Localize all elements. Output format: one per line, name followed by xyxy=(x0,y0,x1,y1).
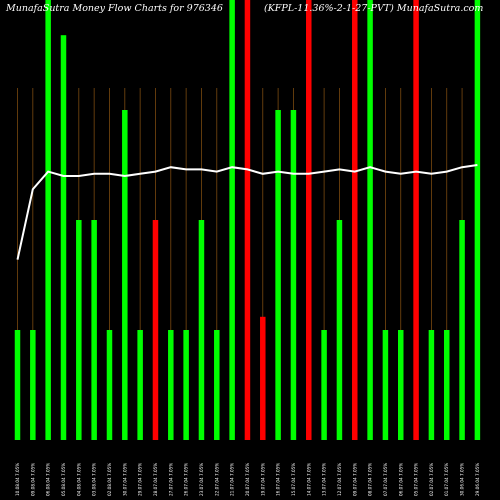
x-tick-label: 15.07.04 7.05% xyxy=(291,463,296,496)
bar xyxy=(382,330,389,440)
x-tick-label: 06.07.04 7.05% xyxy=(398,463,403,496)
x-tick-label: 06.08.04 7.05% xyxy=(46,463,51,496)
bar xyxy=(290,110,297,440)
x-tick-label: 29.07.04 7.05% xyxy=(138,463,143,496)
x-tick-label: 05.07.04 7.05% xyxy=(414,463,419,496)
bar xyxy=(260,316,266,440)
money-flow-line xyxy=(16,164,478,260)
bar xyxy=(244,0,251,440)
x-tick-label: 30.06.04 7.05% xyxy=(460,463,465,496)
bar xyxy=(306,0,312,440)
bar xyxy=(428,330,435,440)
x-tick-label: 08.07.04 7.05% xyxy=(368,463,373,496)
x-tick-label: 09.07.04 7.05% xyxy=(352,463,357,496)
bar xyxy=(459,220,465,440)
x-tick-label: 03.08.04 7.05% xyxy=(92,463,97,496)
chart-title-left: MunafaSutra Money Flow Charts for 976346 xyxy=(6,3,223,14)
money-flow-line-path xyxy=(16,164,478,260)
x-tick-label: 09.08.04 7.05% xyxy=(30,463,35,496)
bar xyxy=(30,330,36,440)
x-tick-label: 02.07.04 7.05% xyxy=(429,463,434,496)
bar xyxy=(214,330,220,440)
x-tick-label: 27.07.04 7.05% xyxy=(168,463,173,496)
bar xyxy=(321,330,327,440)
x-tick-label: 22.07.04 7.05% xyxy=(214,463,219,496)
x-tick-label: 30.07.04 7.05% xyxy=(122,463,127,496)
bar xyxy=(336,220,343,440)
bar xyxy=(168,330,174,440)
x-tick-label: 29.06.04 7.05% xyxy=(475,463,480,496)
x-tick-labels: 10.08.04 7.05% 09.08.04 7.05% 06.08.04 7.0… xyxy=(15,463,480,496)
bar xyxy=(352,0,358,440)
x-tick-label: 10.08.04 7.05% xyxy=(15,463,20,496)
bar xyxy=(443,330,450,440)
bar xyxy=(398,330,404,440)
bar xyxy=(76,220,82,440)
bar xyxy=(474,0,481,440)
x-tick-label: 14.07.04 7.05% xyxy=(306,463,311,496)
x-tick-label: 28.07.04 7.05% xyxy=(153,463,158,496)
x-tick-label: 23.07.04 7.05% xyxy=(199,463,204,496)
x-tick-label: 05.08.04 7.05% xyxy=(61,463,66,496)
x-tick-label: 13.07.04 7.05% xyxy=(322,463,327,496)
bar xyxy=(198,220,205,440)
x-tick-label: 02.08.04 7.05% xyxy=(107,463,112,496)
x-tick-label: 16.07.04 7.05% xyxy=(276,463,281,496)
bar xyxy=(91,220,97,440)
x-tick-label: 21.07.04 7.05% xyxy=(230,463,235,496)
bar xyxy=(60,35,67,440)
x-tick-label: 26.07.04 7.05% xyxy=(184,463,189,496)
x-tick-label: 12.07.04 7.05% xyxy=(337,463,342,496)
x-tick-label: 20.07.04 7.05% xyxy=(245,463,250,496)
bar xyxy=(367,0,373,440)
x-tick-label: 07.07.04 7.05% xyxy=(383,463,388,496)
chart-title-right: (KFPL-11.36%-2-1-27-PVT) MunafaSutra.com xyxy=(264,3,484,14)
bar xyxy=(275,110,281,440)
bar xyxy=(183,330,189,440)
bar xyxy=(413,0,419,440)
bar xyxy=(229,0,235,440)
bars xyxy=(14,0,481,440)
bar xyxy=(45,0,51,440)
bar xyxy=(106,330,113,440)
bar xyxy=(152,220,159,440)
x-tick-label: 04.08.04 7.05% xyxy=(76,463,81,496)
x-tick-label: 19.07.04 7.05% xyxy=(260,463,265,496)
bar xyxy=(14,330,21,440)
bar xyxy=(122,110,128,440)
x-tick-label: 01.07.04 7.05% xyxy=(444,463,449,496)
bar xyxy=(137,330,143,440)
